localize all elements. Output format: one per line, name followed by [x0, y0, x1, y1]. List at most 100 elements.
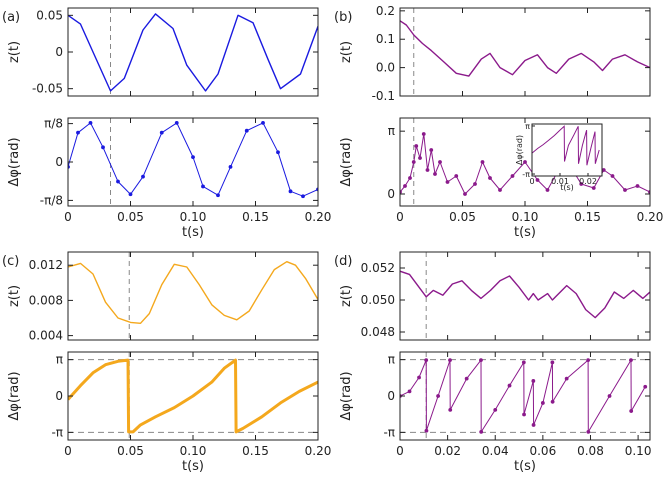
- y-tick-label: 0: [387, 187, 395, 201]
- inset-series-line: [531, 125, 600, 166]
- data-point: [101, 145, 105, 150]
- plot-area: [400, 8, 650, 96]
- data-point: [76, 130, 80, 135]
- inset-frame: [531, 123, 603, 177]
- data-point: [550, 399, 555, 404]
- data-point: [301, 194, 305, 199]
- y-tick-label: 0: [55, 155, 63, 169]
- panel-b-z: 0.2 0.1 0.0 -0.1 z(t) (b): [334, 4, 651, 103]
- x-tick-label: 0.20: [305, 210, 332, 224]
- data-point: [586, 429, 591, 434]
- y-axis-label: z(t): [7, 41, 22, 63]
- inset-x-tick-label: 0.02: [579, 177, 597, 186]
- y-tick-label: -π: [383, 425, 395, 439]
- y-tick-label: 0.1: [376, 32, 395, 46]
- inset-y-tick-label: π: [525, 122, 530, 131]
- data-point: [493, 407, 498, 412]
- data-point: [116, 179, 120, 184]
- inset-y-tick-label: -π: [522, 170, 530, 179]
- panel-c-z: 0.012 0.008 0.004 z(t) (c): [2, 251, 319, 343]
- y-tick-label: -π: [51, 425, 63, 439]
- data-point: [201, 184, 205, 189]
- data-point: [522, 412, 526, 417]
- y-axis-label: Δφ(rad): [339, 137, 354, 186]
- y-tick-label: 0.0: [376, 61, 395, 75]
- data-point: [488, 176, 492, 180]
- data-point: [635, 184, 640, 188]
- data-point: [523, 160, 527, 164]
- x-tick-label: 0.15: [574, 210, 601, 224]
- data-point: [438, 160, 442, 164]
- y-tick-label: 0.048: [361, 325, 395, 339]
- data-point: [424, 358, 429, 363]
- plot-area: [68, 118, 318, 206]
- data-point: [550, 360, 555, 365]
- y-axis-label: z(t): [339, 41, 354, 63]
- y-axis-label: Δφ(rad): [339, 371, 354, 420]
- data-point: [244, 128, 249, 133]
- data-point: [498, 188, 502, 192]
- y-tick-label: π/8: [44, 117, 63, 131]
- data-point: [288, 189, 293, 194]
- y-tick-label: 0: [55, 389, 63, 403]
- data-point: [414, 144, 419, 148]
- plot-area: [68, 252, 318, 340]
- y-axis-label: z(t): [7, 285, 22, 307]
- data-point: [407, 389, 412, 394]
- series-line: [400, 270, 650, 319]
- data-point: [473, 182, 477, 186]
- data-point: [629, 409, 634, 413]
- panel-label: (c): [2, 254, 19, 269]
- inset-x-tick-label: 0: [529, 177, 534, 186]
- x-tick-label: 0: [396, 444, 404, 458]
- data-point: [88, 120, 93, 125]
- data-point: [216, 193, 220, 198]
- data-point: [408, 176, 412, 180]
- data-point: [228, 164, 233, 169]
- y-tick-label: -0.05: [32, 82, 63, 96]
- data-point: [141, 174, 145, 179]
- data-point: [448, 358, 452, 363]
- plot-area: [400, 352, 650, 440]
- data-point: [276, 150, 280, 155]
- x-tick-label: 0.05: [117, 210, 144, 224]
- data-point: [429, 148, 434, 152]
- x-tick-label: 0.06: [529, 444, 556, 458]
- y-tick-label: 0.2: [376, 4, 395, 18]
- data-point: [433, 172, 437, 176]
- y-tick-label: 0.012: [29, 258, 63, 272]
- data-point: [507, 383, 512, 388]
- y-tick-label: π: [56, 353, 63, 367]
- y-tick-label: 0.008: [29, 293, 63, 307]
- x-tick-label: 0: [64, 444, 72, 458]
- plot-area: [68, 8, 318, 96]
- data-point: [445, 180, 450, 184]
- data-point: [159, 130, 164, 135]
- x-tick-label: 0.10: [180, 444, 207, 458]
- y-tick-label: 0.004: [29, 329, 63, 343]
- x-tick-label: 0.20: [305, 444, 332, 458]
- x-tick-label: 0.10: [180, 210, 207, 224]
- y-tick-label: 0.05: [36, 8, 63, 22]
- x-tick-label: 0.05: [117, 444, 144, 458]
- panel-label: (a): [2, 10, 20, 25]
- y-tick-label: π: [388, 124, 395, 138]
- inset-y-axis-label: Δφ(rad): [515, 135, 524, 165]
- data-point: [403, 184, 407, 188]
- x-tick-label: 0.10: [625, 444, 652, 458]
- series-line: [400, 20, 650, 77]
- panel-label: (d): [334, 254, 352, 269]
- data-point: [579, 182, 584, 186]
- plot-frame: [67, 7, 319, 97]
- plot-area: [400, 252, 650, 340]
- data-point: [643, 384, 648, 389]
- data-point: [610, 174, 615, 178]
- data-point: [535, 178, 540, 182]
- y-tick-label: 0.052: [361, 261, 395, 275]
- data-point: [417, 375, 421, 380]
- plot-frame: [399, 251, 651, 341]
- data-point: [540, 401, 545, 405]
- data-point: [174, 120, 179, 125]
- plot-area: [68, 352, 318, 440]
